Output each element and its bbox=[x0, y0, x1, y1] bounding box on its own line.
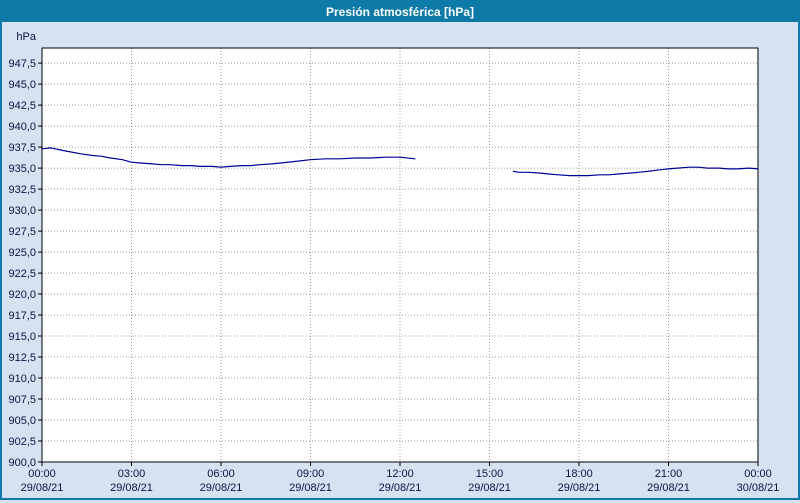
y-tick-label: 900,0 bbox=[8, 457, 36, 469]
x-tick-date-label: 30/08/21 bbox=[737, 482, 780, 494]
x-tick-time-label: 00:00 bbox=[744, 468, 772, 480]
x-tick-time-label: 18:00 bbox=[565, 468, 593, 480]
x-tick-time-label: 00:00 bbox=[28, 468, 56, 480]
y-tick-label: 902,5 bbox=[8, 436, 36, 448]
x-tick-date-label: 29/08/21 bbox=[200, 482, 243, 494]
y-tick-label: 905,0 bbox=[8, 415, 36, 427]
y-tick-label: 935,0 bbox=[8, 163, 36, 175]
y-tick-label: 907,5 bbox=[8, 394, 36, 406]
y-tick-label: 910,0 bbox=[8, 373, 36, 385]
x-tick-date-label: 29/08/21 bbox=[647, 482, 690, 494]
x-tick-date-label: 29/08/21 bbox=[468, 482, 511, 494]
y-tick-label: 925,0 bbox=[8, 247, 36, 259]
pressure-chart-svg: 947,5 945,0 942,5 940,0 937,5 935,0 932,5 930,0… bbox=[8, 31, 780, 494]
x-tick-date-label: 29/08/21 bbox=[289, 482, 332, 494]
x-tick-date-label: 29/08/21 bbox=[379, 482, 422, 494]
y-tick-label: 945,0 bbox=[8, 79, 36, 91]
pressure-line bbox=[41, 147, 416, 168]
x-tick-time-label: 12:00 bbox=[386, 468, 414, 480]
y-tick-label: 922,5 bbox=[8, 268, 36, 280]
y-tick-label: 917,5 bbox=[8, 310, 36, 322]
y-tick-label: 932,5 bbox=[8, 184, 36, 196]
x-tick-time-label: 09:00 bbox=[297, 468, 325, 480]
y-tick-label: 940,0 bbox=[8, 121, 36, 133]
x-tick-date-label: 29/08/21 bbox=[110, 482, 153, 494]
y-tick-label: 920,0 bbox=[8, 289, 36, 301]
x-tick-time-label: 06:00 bbox=[207, 468, 235, 480]
chart-title: Presión atmosférica [hPa] bbox=[325, 5, 475, 19]
x-tick-time-label: 21:00 bbox=[655, 468, 683, 480]
x-tick-time-label: 15:00 bbox=[476, 468, 504, 480]
y-tick-label: 912,5 bbox=[8, 352, 36, 364]
y-tick-label: 930,0 bbox=[8, 205, 36, 217]
chart-title-bar: Presión atmosférica [hPa] bbox=[2, 2, 798, 22]
y-axis-unit-label: hPa bbox=[16, 31, 36, 43]
x-tick-date-label: 29/08/21 bbox=[558, 482, 601, 494]
x-tick-date-label: 29/08/21 bbox=[21, 482, 64, 494]
x-tick-time-label: 03:00 bbox=[118, 468, 146, 480]
y-tick-label: 937,5 bbox=[8, 142, 36, 154]
pressure-line bbox=[512, 166, 759, 177]
y-tick-label: 947,5 bbox=[8, 58, 36, 70]
y-tick-label: 927,5 bbox=[8, 226, 36, 238]
plot-border bbox=[41, 47, 759, 463]
y-tick-label: 942,5 bbox=[8, 100, 36, 112]
y-tick-label: 915,0 bbox=[8, 331, 36, 343]
chart-area: 947,5 945,0 942,5 940,0 937,5 935,0 932,5 930,0… bbox=[2, 22, 798, 498]
